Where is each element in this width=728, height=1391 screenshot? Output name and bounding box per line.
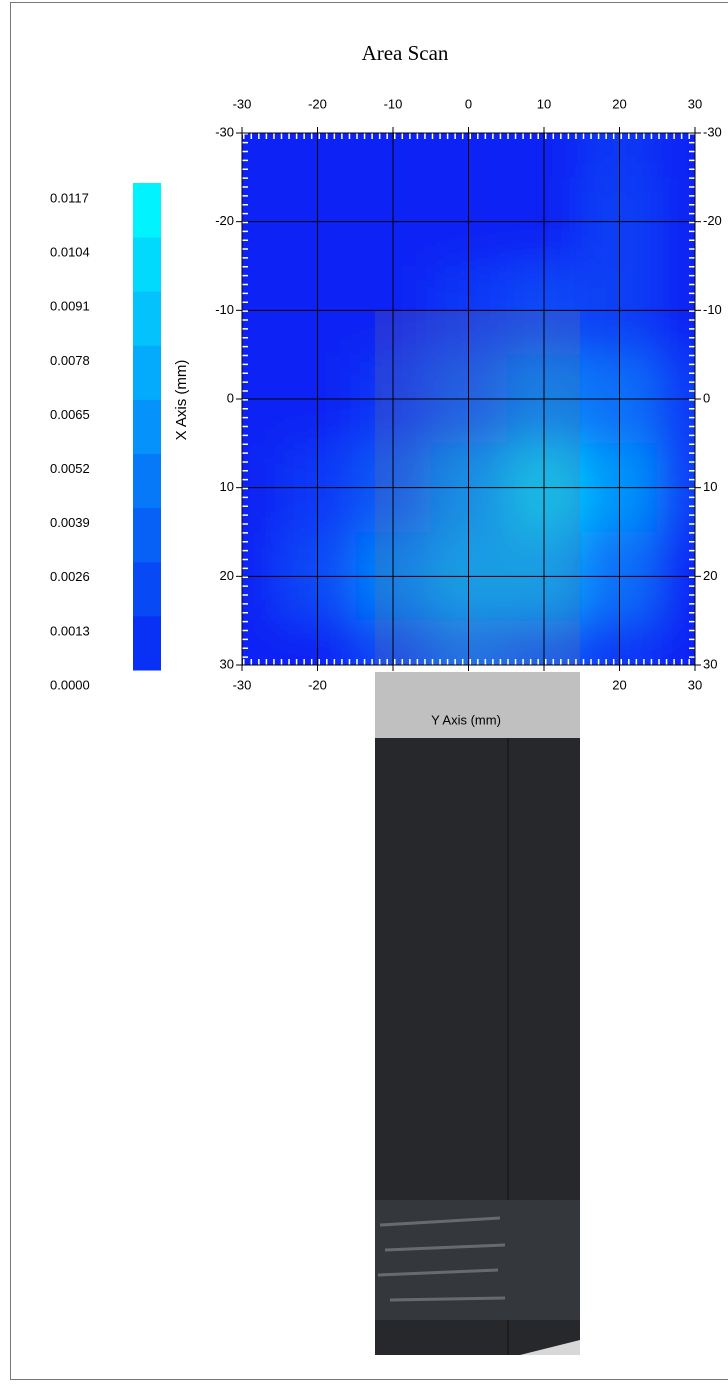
x-tick-label: 20 — [612, 677, 626, 692]
sample-strip — [375, 672, 580, 738]
y-tick-label: 0 — [227, 390, 234, 405]
frame — [10, 2, 728, 1380]
heat-cell — [242, 133, 280, 178]
photo-corner — [520, 1340, 580, 1355]
x-axis-label: Y Axis (mm) — [431, 712, 501, 727]
plot-border — [241, 132, 696, 666]
axes: -30-30-20-20-10-1000101020203030-30-30-2… — [50, 96, 722, 692]
y-tick-label: 0 — [703, 390, 710, 405]
colorbar-label: 0.0052 — [50, 461, 90, 476]
x-tick-label: 30 — [688, 96, 702, 111]
x-tick-label: -20 — [308, 96, 327, 111]
y-tick-label: -30 — [703, 124, 722, 139]
x-tick-label: -30 — [233, 96, 252, 111]
y-tick-label: -10 — [703, 302, 722, 317]
colorbar-label: 0.0091 — [50, 299, 90, 314]
colorbar-label: 0.0000 — [50, 677, 90, 692]
y-tick-label: -10 — [215, 302, 234, 317]
colorbar-label: 0.0039 — [50, 515, 90, 530]
colorbar-label: 0.0013 — [50, 623, 90, 638]
colorbar-band — [133, 237, 161, 292]
heat-cell — [657, 620, 695, 665]
photo-streaks — [377, 1216, 506, 1302]
colorbar-band — [133, 183, 161, 238]
colorbar-label: 0.0078 — [50, 353, 90, 368]
chart-title: Area Scan — [362, 41, 449, 65]
y-tick-label: -30 — [215, 124, 234, 139]
colorbar-band — [133, 453, 161, 509]
heat-cell — [242, 620, 280, 665]
x-tick-label: 30 — [688, 677, 702, 692]
x-tick-label: -20 — [308, 677, 327, 692]
colorbar-label: 0.0117 — [50, 190, 89, 205]
y-tick-label: 30 — [703, 656, 717, 671]
y-tick-label: -20 — [703, 213, 722, 228]
x-tick-label: 0 — [465, 96, 472, 111]
colorbar-band — [133, 507, 161, 563]
colorbar-label: 0.0026 — [50, 569, 90, 584]
y-tick-label: 20 — [703, 568, 717, 583]
x-tick-label: 10 — [537, 96, 551, 111]
heat-cell — [657, 133, 695, 178]
y-tick-label: 30 — [220, 656, 234, 671]
colorbar-band — [133, 345, 161, 400]
colorbar-band — [133, 291, 161, 346]
colorbar-band — [133, 615, 161, 671]
y-tick-label: 20 — [220, 568, 234, 583]
x-tick-label: -30 — [233, 677, 252, 692]
y-tick-label: 10 — [703, 479, 717, 494]
colorbar-label: 0.0104 — [50, 245, 90, 260]
x-tick-label: -10 — [384, 96, 403, 111]
colorbar-label: 0.0065 — [50, 407, 90, 422]
x-tick-label: 20 — [612, 96, 626, 111]
colorbar-band — [133, 399, 161, 455]
y-axis-label: X Axis (mm) — [173, 360, 190, 441]
y-tick-label: -20 — [215, 213, 234, 228]
y-tick-label: 10 — [220, 479, 234, 494]
colorbar-band — [133, 561, 161, 617]
